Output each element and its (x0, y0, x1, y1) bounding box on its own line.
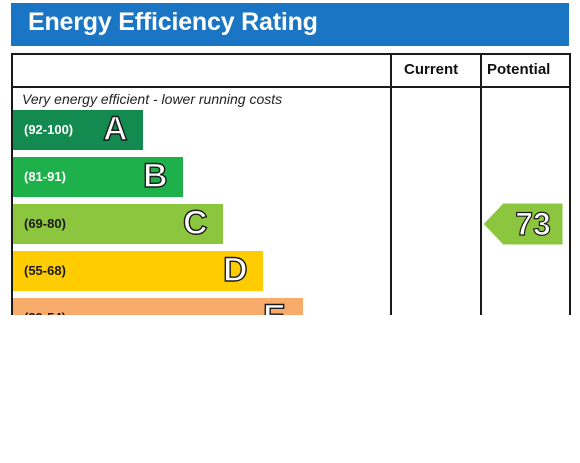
band-a-letter: A (102, 109, 128, 148)
divider-current (390, 55, 392, 315)
band-c-range: (69-80) (24, 216, 66, 231)
band-a-range: (92-100) (24, 122, 74, 137)
efficient-note: Very energy efficient - lower running co… (22, 91, 283, 107)
band-d-range: (55-68) (24, 263, 66, 278)
band-b: (81-91) B (13, 156, 183, 197)
potential-rating-arrow: 73 (483, 203, 563, 245)
divider-potential (480, 55, 482, 315)
band-d: (55-68) D (13, 250, 263, 291)
potential-rating-value: 73 (515, 205, 552, 242)
band-e-letter: E (262, 297, 286, 315)
band-e: (39-54) E (13, 297, 303, 315)
band-b-range: (81-91) (24, 169, 66, 184)
current-column-header: Current (404, 61, 459, 78)
band-b-letter: B (142, 156, 168, 195)
band-a: (92-100) A (13, 109, 143, 150)
header-divider (13, 86, 569, 88)
band-c: (69-80) C (13, 203, 223, 244)
band-d-letter: D (222, 250, 248, 289)
band-e-range: (39-54) (24, 310, 66, 315)
chart-title: Energy Efficiency Rating (28, 8, 318, 36)
potential-arrow-shape (483, 203, 563, 245)
band-c-letter: C (182, 203, 208, 242)
header-bar: Energy Efficiency Rating (11, 3, 569, 46)
potential-column-header: Potential (487, 61, 551, 78)
rating-table: Current Potential Very energy efficient … (11, 53, 571, 315)
